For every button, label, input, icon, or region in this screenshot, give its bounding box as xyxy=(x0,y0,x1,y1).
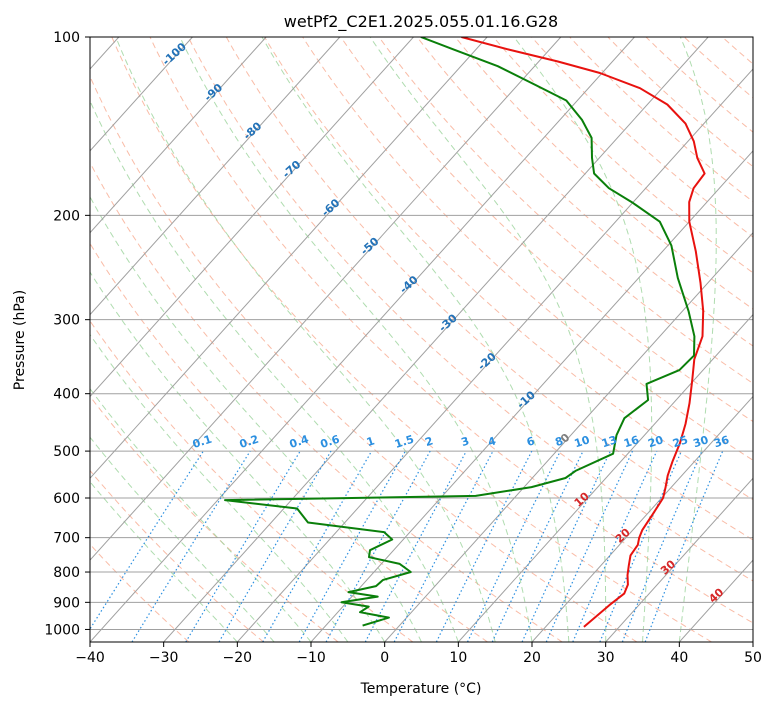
mixing-ratio-label: 13 xyxy=(600,433,619,450)
mixing-ratio-label: 0.4 xyxy=(288,432,311,450)
mixing-ratio-line xyxy=(621,450,703,642)
y-tick-label: 700 xyxy=(53,531,80,547)
series-layer xyxy=(224,37,706,628)
isotherm-line xyxy=(90,37,341,316)
mixing-ratio-line xyxy=(545,450,634,642)
y-tick-label: 600 xyxy=(53,491,80,507)
moist-adiabat xyxy=(90,436,275,642)
x-tick-label: 40 xyxy=(670,650,688,666)
x-tick-label: 50 xyxy=(744,650,762,666)
y-tick-label: 100 xyxy=(53,30,80,46)
y-tick-label: 300 xyxy=(53,313,80,329)
y-tick-label: 800 xyxy=(53,565,80,581)
x-tick-label: 0 xyxy=(380,650,389,666)
mixing-ratio-label: 1 xyxy=(365,434,376,449)
moist-adiabat xyxy=(90,99,459,642)
moist-adiabat xyxy=(369,37,607,642)
isotherm-line xyxy=(310,150,753,642)
mixing-ratio-line xyxy=(599,450,682,642)
y-tick-label: 500 xyxy=(53,444,80,460)
y-axis: 100 200 300 400 500 600 700 800 900 1000 xyxy=(44,30,90,638)
y-tick-label: 1000 xyxy=(44,622,80,638)
moist-adiabat xyxy=(90,481,238,642)
moist-adiabat xyxy=(90,333,349,642)
moist-adiabat xyxy=(678,37,717,642)
mixing-ratio-label: 25 xyxy=(671,433,690,450)
isotherm-line xyxy=(90,37,267,234)
x-tick-label: −10 xyxy=(296,650,326,666)
x-tick-label: 10 xyxy=(449,650,467,666)
mixing-ratio-line xyxy=(298,450,406,642)
mixing-ratio-label: 0.1 xyxy=(191,433,214,451)
mixing-ratio-label: 30 xyxy=(692,433,711,450)
y-tick-label: 900 xyxy=(53,595,80,611)
isotherm-line xyxy=(605,477,753,642)
mixing-ratio-line xyxy=(435,450,533,642)
dry-adiabat xyxy=(90,242,488,642)
x-axis-label: Temperature (°C) xyxy=(360,681,482,697)
dry-adiabat xyxy=(90,469,264,642)
isotherm-line xyxy=(163,37,709,642)
dry-adiabat xyxy=(90,395,339,642)
isotherm-line xyxy=(90,37,635,642)
moist-adiabat xyxy=(115,37,496,642)
x-tick-label: 30 xyxy=(597,650,615,666)
mixing-ratio-label: 0.2 xyxy=(238,433,261,451)
isotherm-line xyxy=(457,313,753,642)
mixing-ratio-line xyxy=(364,450,467,642)
mixing-ratio-label: 3 xyxy=(460,434,471,449)
mixing-ratio-label: 16 xyxy=(622,433,641,450)
isotherm-line xyxy=(90,37,562,561)
moist-adiabat xyxy=(513,37,653,642)
isotherm-line xyxy=(90,37,193,152)
mixing-ratio-label: 4 xyxy=(486,434,498,449)
mixing-ratio-label: 6 xyxy=(525,434,537,449)
dry-adiabat xyxy=(454,37,753,310)
mixing-ratio-line xyxy=(90,450,204,631)
chart-title: wetPf2_C2E1.2025.055.01.16.G28 xyxy=(284,12,558,32)
plot-frame xyxy=(89,36,754,643)
grid-layer xyxy=(90,37,753,642)
mixing-ratio-line xyxy=(644,450,724,642)
x-tick-label: −40 xyxy=(75,650,105,666)
x-tick-label: −20 xyxy=(223,650,253,666)
isotherm-line xyxy=(90,37,414,398)
mixing-ratio-label: 8 xyxy=(554,434,565,449)
y-tick-label: 200 xyxy=(53,208,80,224)
mixing-ratio-line xyxy=(131,450,251,642)
isotherm-line xyxy=(90,37,488,480)
x-axis: −40 −30 −20 −10 0 10 20 30 40 50 xyxy=(75,642,762,666)
moist-adiabat xyxy=(179,37,533,642)
dry-adiabat xyxy=(90,161,563,642)
dry-adiabat xyxy=(90,543,190,642)
moist-adiabat xyxy=(261,37,570,642)
dry-adiabat xyxy=(416,37,753,347)
dry-adiabat xyxy=(149,37,753,624)
mixing-ratio-label: 10 xyxy=(573,433,592,450)
isotherm-line xyxy=(384,231,753,642)
mixing-ratio-label: 20 xyxy=(646,433,665,450)
x-tick-label: −30 xyxy=(149,650,179,666)
mixing-ratio-line xyxy=(325,450,431,642)
y-tick-label: 400 xyxy=(53,387,80,403)
dewpoint-trace xyxy=(224,37,696,627)
x-tick-label: 20 xyxy=(523,650,541,666)
mixing-ratio-label: 1.5 xyxy=(393,433,416,451)
mixing-ratio-line xyxy=(572,450,658,642)
mixing-ratio-label: 0.6 xyxy=(319,432,342,450)
y-axis-label: Pressure (hPa) xyxy=(12,290,28,390)
isotherm-line xyxy=(531,395,753,642)
temperature-trace xyxy=(461,37,706,628)
mixing-ratio-label: 36 xyxy=(712,433,731,450)
mixing-ratio-label: 2 xyxy=(423,434,434,449)
